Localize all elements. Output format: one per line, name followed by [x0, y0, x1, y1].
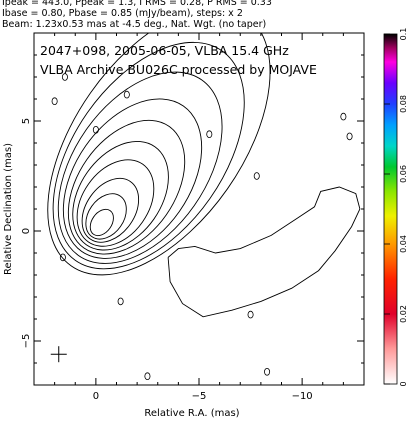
noise-contour: [92, 126, 99, 134]
plot-frame: [33, 32, 365, 386]
core-contour: [76, 159, 155, 247]
y-axis-label: Relative Declination (mas): [3, 143, 14, 275]
axis-ticks: 0 −5 −10 5 0 −5: [21, 32, 365, 402]
chart-subtitle: VLBA Archive BU026C processed by MOJAVE: [40, 62, 317, 77]
y-tick-label: 5: [21, 118, 32, 124]
extended-emission-contour: [167, 186, 361, 318]
core-contour: [62, 98, 203, 259]
core-contour: [52, 41, 245, 270]
x-tick-label: 0: [93, 391, 99, 402]
core-contour: [67, 119, 186, 255]
noise-contour: [51, 97, 58, 105]
core-contour: [85, 193, 127, 240]
noise-contour: [346, 132, 353, 141]
noise-contour: [117, 297, 124, 306]
colorbar-tick-label: 0: [399, 381, 408, 386]
noise-contour: [247, 310, 254, 319]
colorbar-tick-label: 0.06: [399, 165, 408, 183]
x-tick-label: −5: [192, 391, 207, 402]
core-contour: [57, 71, 223, 264]
core-contour: [47, 33, 271, 276]
noise-contour: [264, 367, 271, 376]
noise-contour: [123, 90, 130, 99]
core-contour: [81, 177, 140, 243]
y-tick-label: 0: [21, 228, 32, 234]
core-contour: [89, 208, 114, 237]
chart-title: 2047+098, 2005-06-05, VLBA 15.4 GHz: [40, 43, 289, 58]
colorbar-tick-label: 0.1: [399, 28, 408, 41]
colorbar-ticks: 0 0.02 0.04 0.06 0.08 0.1: [384, 28, 408, 387]
header-line-3: Beam: 1.23x0.53 mas at -4.5 deg., Nat. W…: [2, 19, 267, 30]
noise-contour: [61, 73, 68, 81]
noise-contour: [253, 172, 260, 180]
noise-contour: [144, 372, 151, 381]
colorbar-tick-label: 0.04: [399, 235, 408, 253]
header-line-1: Ipeak = 443.0, Ppeak = 1.3, I RMS = 0.28…: [2, 0, 272, 8]
colorbar-tick-label: 0.08: [399, 95, 408, 113]
core-contour: [72, 141, 169, 251]
y-tick-label: −5: [21, 334, 32, 349]
noise-contour: [59, 253, 66, 262]
header-line-2: Ibase = 0.80, Pbase = 0.85 (mJy/beam), s…: [2, 8, 243, 19]
colorbar: [383, 33, 398, 385]
noise-contour: [340, 112, 347, 121]
x-tick-label: −10: [292, 391, 313, 402]
noise-contour: [206, 130, 213, 139]
contours: [47, 33, 361, 381]
x-axis-label: Relative R.A. (mas): [144, 408, 239, 419]
colorbar-tick-label: 0.02: [399, 305, 408, 323]
